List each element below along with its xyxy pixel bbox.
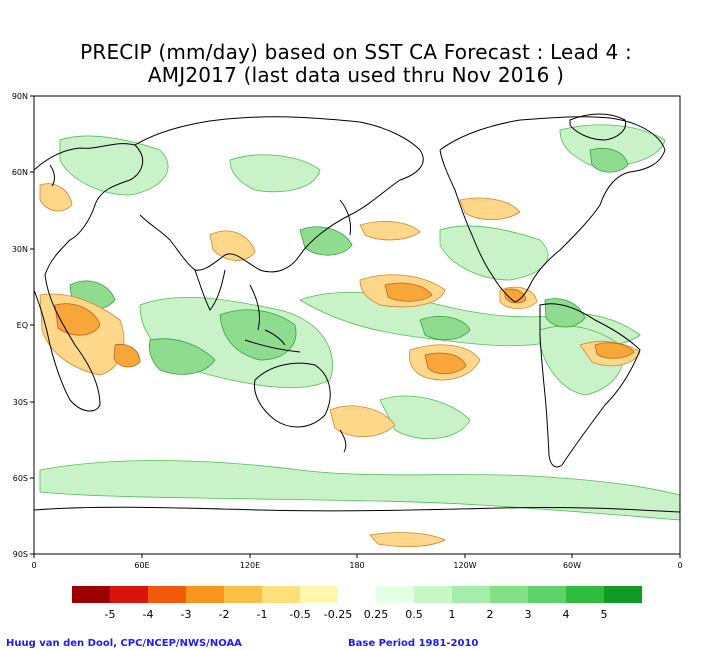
legend-swatch [110, 586, 148, 603]
base-period-text: Base Period 1981-2010 [348, 638, 479, 649]
precip-anomaly-field [34, 96, 680, 554]
dry-anomaly-strong [54, 282, 635, 375]
legend-swatch [528, 586, 566, 603]
lat-label-60n: 60N [12, 168, 28, 177]
legend-label: -3 [181, 608, 192, 621]
legend-label: -0.25 [324, 608, 352, 621]
legend-swatch [452, 586, 490, 603]
color-legend [72, 586, 642, 603]
latitude-axis: 90N 60N 30N EQ 30S 60S 90S [12, 92, 34, 559]
chart-title-line2: AMJ2017 (last data used thru Nov 2016 ) [147, 63, 565, 87]
lat-label-90n: 90N [12, 92, 28, 101]
legend-swatch [376, 586, 414, 603]
lon-label-60w: 60W [563, 561, 581, 570]
lon-label-60e: 60E [134, 561, 149, 570]
lon-label-0-east: 0 [677, 561, 682, 570]
lon-label-120w: 120W [453, 561, 476, 570]
lat-label-eq: EQ [17, 321, 28, 330]
legend-swatch [262, 586, 300, 603]
legend-label: -0.5 [289, 608, 310, 621]
legend-label: -2 [219, 608, 230, 621]
legend-label: 1 [449, 608, 456, 621]
legend-label: 0.5 [405, 608, 423, 621]
legend-label: 5 [601, 608, 608, 621]
legend-swatch [604, 586, 642, 603]
lat-label-30n: 30N [12, 245, 28, 254]
legend-label: 3 [525, 608, 532, 621]
legend-swatch [490, 586, 528, 603]
legend-swatch [300, 586, 338, 603]
lon-label-0: 0 [31, 561, 36, 570]
legend-label: 0.25 [364, 608, 389, 621]
legend-swatch [338, 586, 376, 603]
lat-label-60s: 60S [13, 474, 28, 483]
lat-label-30s: 30S [13, 398, 28, 407]
lon-label-180: 180 [349, 561, 364, 570]
legend-label: -5 [105, 608, 116, 621]
legend-label: 2 [487, 608, 494, 621]
coastlines [34, 113, 680, 513]
legend-label: -1 [257, 608, 268, 621]
legend-label: 4 [563, 608, 570, 621]
lat-label-90s: 90S [13, 550, 28, 559]
legend-swatch [72, 586, 110, 603]
legend-swatch [186, 586, 224, 603]
legend-swatch [148, 586, 186, 603]
legend-label: -4 [143, 608, 154, 621]
credit-text: Huug van den Dool, CPC/NCEP/NWS/NOAA [6, 638, 242, 649]
legend-swatch [224, 586, 262, 603]
legend-swatch [566, 586, 604, 603]
chart-title-line1: PRECIP (mm/day) based on SST CA Forecast… [80, 40, 632, 64]
legend-swatch [414, 586, 452, 603]
longitude-axis: 0 60E 120E 180 120W 60W 0 [31, 554, 683, 570]
color-legend-labels: -5 -4 -3 -2 -1 -0.5 -0.25 0.25 0.5 1 2 3 4 5 [105, 608, 608, 621]
lon-label-120e: 120E [240, 561, 260, 570]
